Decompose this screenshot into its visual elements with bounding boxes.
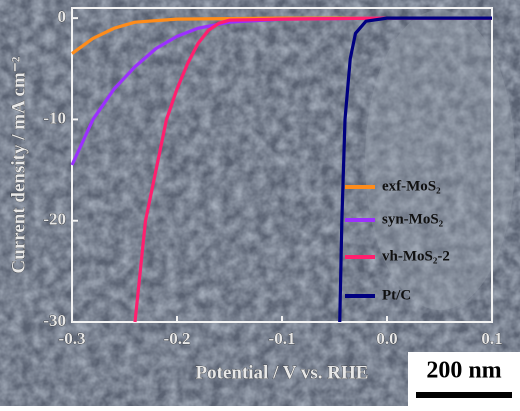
y-tick-label: -10 (43, 108, 66, 127)
y-axis-label: Current density / mA cm⁻² (8, 56, 29, 273)
legend-label: syn-MoS₂ (382, 211, 444, 227)
x-axis-label: Potential / V vs. RHE (196, 362, 369, 383)
x-tick-label: 0.1 (481, 329, 502, 348)
y-tick-label: -20 (43, 210, 66, 229)
x-tick-label: -0.3 (59, 329, 86, 348)
series-line (338, 16, 492, 323)
legend-label: exf-MoS₂ (382, 178, 441, 194)
legend-label: Pt/C (382, 287, 411, 303)
y-tick-label: -30 (43, 311, 66, 330)
x-tick-label: -0.2 (164, 329, 191, 348)
y-tick-label: 0 (58, 7, 67, 26)
series-line (133, 16, 492, 323)
legend-label: vh-MoS₂-2 (382, 248, 450, 264)
scale-bar-label: 200 nm (426, 358, 501, 384)
x-tick-label: -0.1 (269, 329, 296, 348)
sem-highlight (365, 10, 515, 310)
x-tick-label: 0.0 (376, 329, 397, 348)
scale-bar (416, 392, 512, 398)
